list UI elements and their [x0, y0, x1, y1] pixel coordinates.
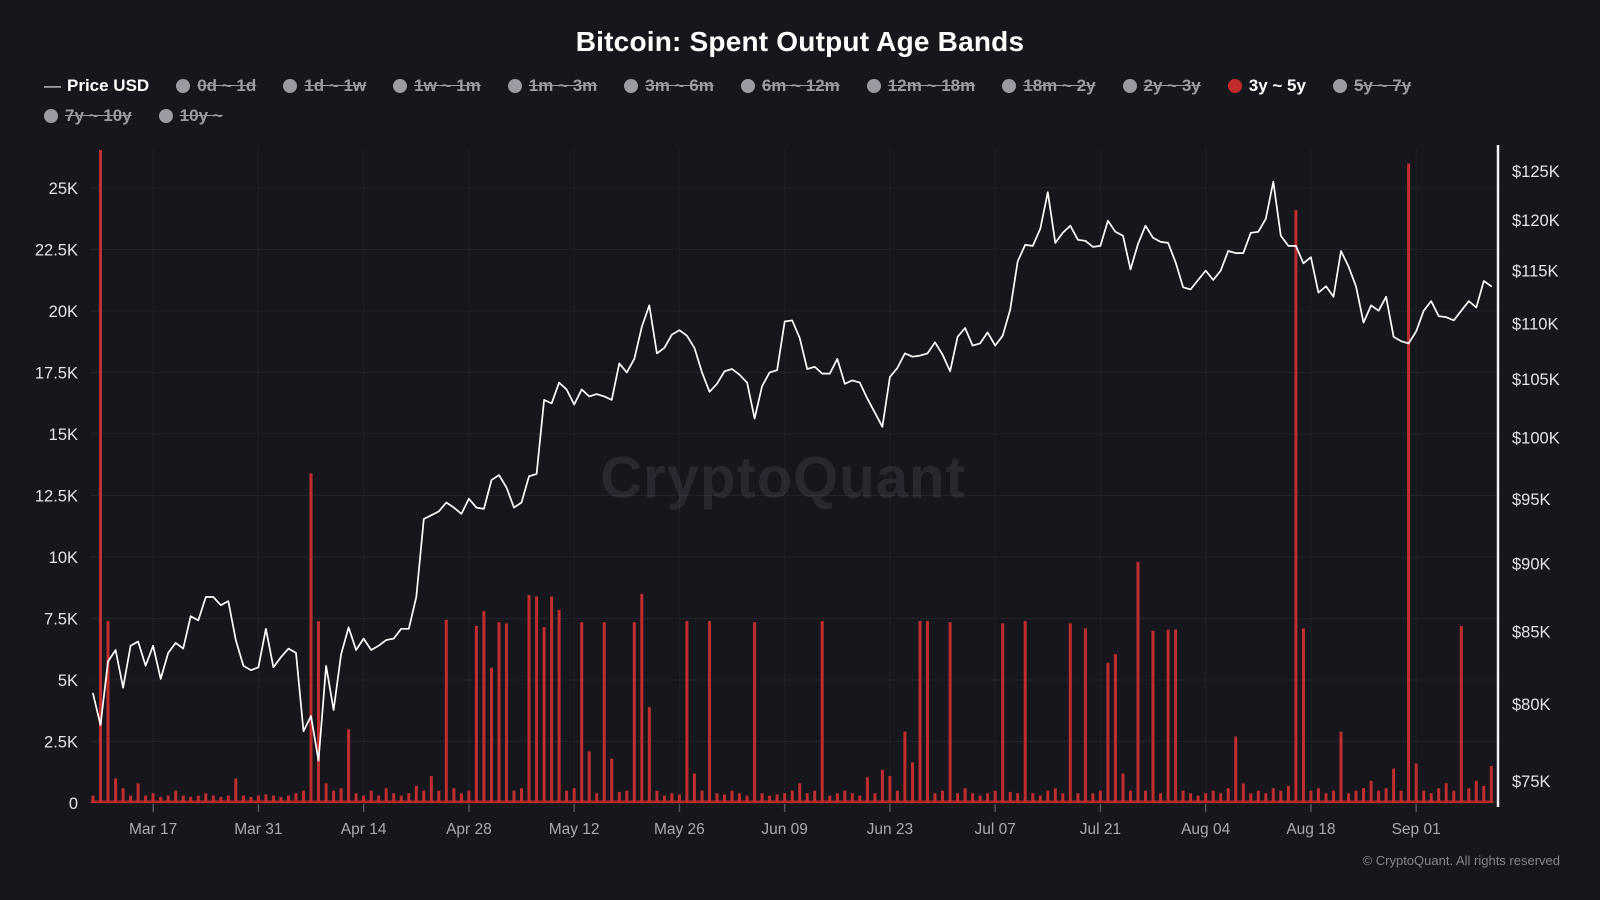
- legend-dot: [158, 109, 173, 123]
- copyright-text: © CryptoQuant. All rights reserved: [1362, 853, 1560, 868]
- bars-baseline: [91, 800, 1494, 803]
- legend-item-18m-2y[interactable]: 18m ~ 2y: [1002, 76, 1096, 96]
- legend-item-10y[interactable]: 10y ~: [158, 106, 223, 126]
- legend-item-label: 1m ~ 3m: [528, 76, 598, 95]
- right-axis-label: $125K: [1512, 163, 1560, 181]
- left-axis-label: 2.5K: [44, 734, 78, 752]
- price-usd-line: [92, 180, 1493, 762]
- left-axis-label: 10K: [49, 549, 78, 567]
- legend-item-label: 18m ~ 2y: [1023, 76, 1096, 95]
- right-axis-label: $85K: [1512, 624, 1551, 642]
- legend-item-6m-12m[interactable]: 6m ~ 12m: [740, 76, 840, 96]
- page-title: Bitcoin: Spent Output Age Bands: [575, 26, 1025, 57]
- legend-dot: [1002, 79, 1017, 93]
- legend-item-2y-3y[interactable]: 2y ~ 3y: [1122, 76, 1201, 96]
- left-axis-label: 5K: [58, 672, 78, 690]
- legend-dot: [624, 79, 639, 93]
- right-axis-label: $120K: [1512, 212, 1560, 230]
- legend-item-5y-7y[interactable]: 5y ~ 7y: [1332, 76, 1412, 96]
- legend-item-1m-3m[interactable]: 1m ~ 3m: [507, 76, 598, 96]
- legend-dot: [1227, 79, 1242, 93]
- right-axis-label: $75K: [1512, 773, 1551, 791]
- legend-item-label: 10y ~: [179, 106, 223, 125]
- x-axis-ticks: [152, 804, 1417, 812]
- legend-item-label: 3m ~ 6m: [645, 76, 714, 95]
- legend-item-label: 1w ~ 1m: [414, 76, 481, 95]
- x-axis-label: Jul 21: [1080, 821, 1121, 838]
- legend-dot: [44, 109, 58, 123]
- right-axis-label: $105K: [1512, 371, 1560, 389]
- legend-item-price-usd[interactable]: — Price USD: [44, 76, 149, 96]
- x-axis-label: Sep 01: [1392, 821, 1441, 838]
- legend-dot: [1122, 79, 1137, 93]
- legend-item-1d-1w[interactable]: 1d ~ 1w: [283, 76, 366, 96]
- legend-item-0d-1d[interactable]: 0d ~ 1d: [176, 76, 256, 96]
- legend-item-label: 2y ~ 3y: [1143, 76, 1201, 95]
- x-axis-label: Mar 31: [234, 821, 282, 838]
- left-axis-label: 22.5K: [35, 242, 78, 260]
- x-axis-label: Aug 04: [1181, 821, 1231, 838]
- legend-dot: [507, 79, 522, 93]
- legend-item-label: 12m ~ 18m: [887, 76, 976, 95]
- left-axis-label: 15K: [49, 426, 78, 444]
- right-axis-label: $80K: [1512, 696, 1551, 714]
- legend-item-label: 1d ~ 1w: [304, 76, 367, 95]
- x-axis-label: Mar 17: [129, 821, 177, 838]
- legend-dot: [740, 79, 755, 93]
- legend-item-label: 3y ~ 5y: [1248, 76, 1306, 95]
- legend-dot: [393, 79, 408, 93]
- legend-dot: [866, 79, 881, 93]
- price-line-swatch: —: [44, 76, 61, 95]
- legend-dot: [1332, 79, 1347, 93]
- right-axis-label: $95K: [1512, 491, 1551, 509]
- x-axis-label: Aug 18: [1286, 821, 1335, 838]
- left-axis-label: 12.5K: [35, 488, 78, 506]
- left-axis-label: 20K: [49, 303, 78, 321]
- legend-item-label: 5y ~ 7y: [1353, 76, 1412, 95]
- spent-output-bars: [91, 150, 1494, 804]
- legend-item-12m-18m[interactable]: 12m ~ 18m: [866, 76, 976, 96]
- right-axis-label: $110K: [1512, 316, 1559, 334]
- x-axis-label: Jul 07: [974, 821, 1015, 838]
- right-axis-label: $90K: [1512, 555, 1551, 573]
- right-axis-label: $100K: [1512, 430, 1560, 448]
- x-axis-label: Apr 28: [446, 821, 492, 838]
- legend-item-label: 7y ~ 10y: [65, 106, 132, 125]
- x-axis-label: May 12: [549, 821, 600, 838]
- x-axis-label: Apr 14: [341, 821, 387, 838]
- legend-item-label: Price USD: [67, 76, 150, 95]
- left-axis-label: 0: [69, 795, 78, 813]
- legend-dot: [283, 79, 298, 93]
- legend-item-label: 0d ~ 1d: [197, 76, 257, 95]
- legend-item-3m-6m[interactable]: 3m ~ 6m: [624, 76, 714, 96]
- left-axis-label: 25K: [49, 180, 78, 198]
- left-axis-label: 17.5K: [35, 365, 78, 383]
- legend-item-7y-10y[interactable]: 7y ~ 10y: [44, 106, 132, 126]
- legend-item-3y-5y[interactable]: 3y ~ 5y: [1227, 76, 1306, 96]
- right-axis-label: $115K: [1512, 263, 1559, 281]
- axis-labels: 25K 22.5K 20K 17.5K 15K 12.5K 10K 7.5K 5K 2.5K 0 $1…: [35, 163, 1560, 838]
- x-axis-label: Jun 09: [761, 821, 808, 838]
- left-axis-label: 7.5K: [44, 611, 78, 629]
- legend-item-label: 6m ~ 12m: [761, 76, 840, 95]
- x-axis-label: May 26: [654, 821, 705, 838]
- legend: — Price USD 0d ~ 1d 1d ~ 1w 1w ~ 1m 1m ~ 3m 3m…: [44, 76, 1574, 126]
- x-axis-label: Jun 23: [867, 821, 914, 838]
- legend-dot: [176, 79, 191, 93]
- legend-item-1w-1m[interactable]: 1w ~ 1m: [393, 76, 481, 96]
